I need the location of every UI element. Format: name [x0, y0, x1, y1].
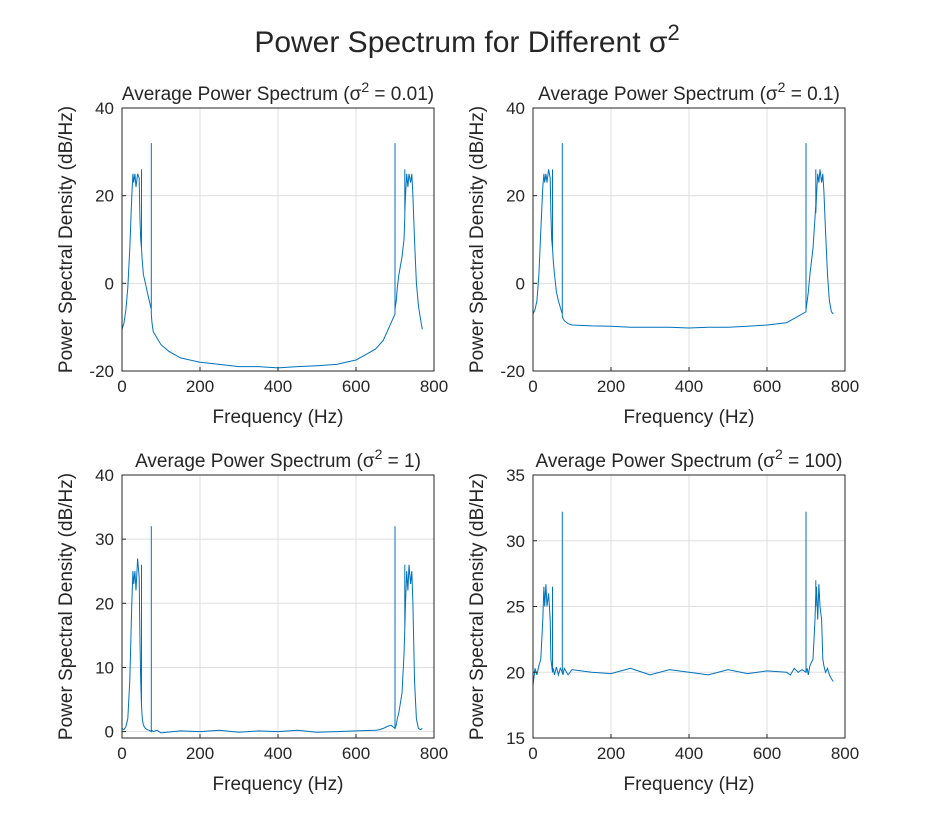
spectrum-line [532, 511, 834, 686]
spectrum-line [121, 526, 423, 734]
x-tick-label: 800 [831, 377, 859, 396]
y-tick-label: 0 [105, 723, 114, 742]
x-axis-label: Frequency (Hz) [213, 407, 344, 428]
y-tick-label: 20 [95, 187, 114, 206]
x-tick-label: 400 [264, 744, 292, 763]
x-tick-label: 400 [675, 377, 703, 396]
x-tick-label: 200 [597, 377, 625, 396]
y-tick-label: 20 [95, 594, 114, 613]
subplot-title: Average Power Spectrum (σ2 = 0.1) [538, 79, 840, 105]
figure-title-text: Power Spectrum for Different σ [254, 26, 668, 59]
y-axis-label: Power Spectral Density (dB/Hz) [467, 473, 488, 740]
y-tick-label: 20 [506, 663, 525, 682]
x-tick-label: 600 [753, 744, 781, 763]
x-tick-label: 0 [528, 744, 537, 763]
y-tick-label: 0 [105, 274, 114, 293]
y-tick-label: -20 [500, 362, 525, 381]
x-tick-label: 0 [528, 377, 537, 396]
y-tick-label: 15 [506, 729, 525, 748]
x-tick-label: 200 [186, 377, 214, 396]
y-axis-label: Power Spectral Density (dB/Hz) [467, 106, 488, 373]
y-tick-label: 40 [95, 466, 114, 485]
subplot-title: Average Power Spectrum (σ2 = 1) [135, 446, 421, 472]
x-tick-label: 600 [342, 377, 370, 396]
x-tick-label: 0 [117, 744, 126, 763]
x-tick-label: 200 [186, 744, 214, 763]
x-tick-label: 600 [753, 377, 781, 396]
subplot-4: 0 200 400 600 800 15 20 25 30 35 Frequency (Hz) Pow… [467, 446, 859, 795]
y-tick-label: 40 [506, 99, 525, 118]
x-tick-label: 600 [342, 744, 370, 763]
figure-title-superscript: 2 [667, 20, 679, 45]
subplot-title: Average Power Spectrum (σ2 = 0.01) [122, 79, 434, 105]
y-tick-label: 30 [95, 530, 114, 549]
spectrum-line [532, 143, 834, 329]
y-tick-label: 40 [95, 99, 114, 118]
x-tick-label: 200 [597, 744, 625, 763]
y-tick-label: -20 [89, 362, 114, 381]
y-tick-label: 0 [516, 274, 525, 293]
x-axis-label: Frequency (Hz) [624, 407, 755, 428]
y-axis-label: Power Spectral Density (dB/Hz) [56, 473, 77, 740]
y-tick-label: 10 [95, 658, 114, 677]
x-tick-label: 400 [675, 744, 703, 763]
x-tick-label: 400 [264, 377, 292, 396]
spectrum-line [121, 143, 423, 369]
y-axis-label: Power Spectral Density (dB/Hz) [56, 106, 77, 373]
y-tick-label: 30 [506, 532, 525, 551]
y-tick-label: 20 [506, 187, 525, 206]
x-tick-label: 800 [831, 744, 859, 763]
x-tick-label: 0 [117, 377, 126, 396]
x-axis-label: Frequency (Hz) [213, 774, 344, 795]
y-tick-label: 35 [506, 466, 525, 485]
x-tick-label: 800 [420, 744, 448, 763]
subplot-3: 0 200 400 600 800 0 10 20 30 40 Frequency (Hz) Powe… [56, 446, 448, 795]
x-axis-label: Frequency (Hz) [624, 774, 755, 795]
y-tick-label: 25 [506, 598, 525, 617]
x-tick-label: 800 [420, 377, 448, 396]
figure-title: Power Spectrum for Different σ2 [254, 20, 679, 59]
subplot-title: Average Power Spectrum (σ2 = 100) [536, 446, 843, 472]
